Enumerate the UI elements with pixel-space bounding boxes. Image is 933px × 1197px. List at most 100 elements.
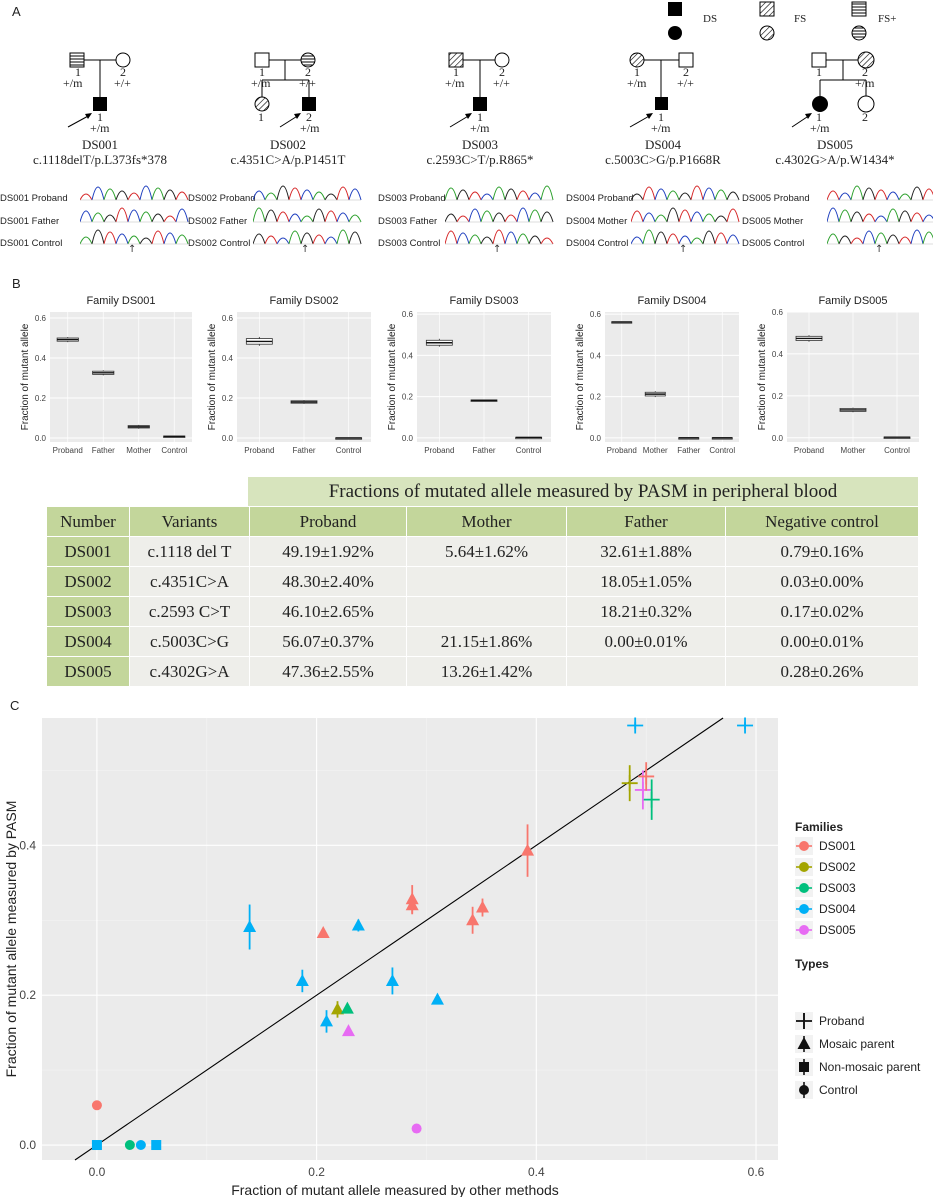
panel-a-label: A — [12, 4, 21, 19]
y-tick-label: 0.6 — [590, 310, 602, 319]
ds002-mother-num: 2 — [305, 65, 311, 79]
trace-label: DS001 Control — [0, 238, 63, 249]
trace-label: DS004 Mother — [566, 216, 628, 227]
table-row: DS005 c.4302G>A 47.36±2.55% 13.26±1.42% … — [46, 656, 919, 687]
y-tick-label: 0.6 — [772, 308, 784, 317]
legend-type-mosaic-parent: Mosaic parent — [795, 1035, 895, 1053]
ds004-title: DS004 c.5003C>G/p.P1668R — [605, 137, 721, 167]
point-ds004 — [295, 969, 309, 993]
y-tick-label: 0.2 — [35, 394, 47, 403]
pasm-table: Number Variants Proband Mother Father Ne… — [46, 506, 919, 687]
y-tick-label: 0.0 — [590, 434, 602, 443]
col-header-mother: Mother — [406, 506, 567, 537]
cell-variant: c.2593 C>T — [129, 596, 250, 627]
y-tick-label: 0.4 — [590, 351, 602, 360]
trace-label: DS002 Father — [188, 216, 248, 227]
legend-item-ds002: DS002 — [795, 858, 856, 876]
table-row: DS002 c.4351C>A 48.30±2.40% 18.05±1.05% … — [46, 566, 919, 597]
legend-types-title: Types — [795, 957, 829, 971]
y-tick-label: 0.0 — [402, 434, 414, 443]
cell-proband: 48.30±2.40% — [249, 566, 407, 597]
x-axis-label: Fraction of mutant allele measured by ot… — [231, 1182, 559, 1197]
boxplot-2: 0.0 0.2 0.4 0.6 Proband Father Control Family D… — [207, 295, 371, 455]
chromatogram-ds002: ↑ — [253, 185, 362, 252]
pedigree-ds002 — [254, 52, 316, 128]
cell-number: DS004 — [46, 626, 130, 657]
box-control — [883, 436, 911, 439]
point-ds005 — [411, 1123, 422, 1134]
point-ds004 — [351, 918, 365, 932]
ds001-proband-genotype: +/m — [90, 121, 110, 135]
y-tick-label: 0.2 — [590, 393, 602, 402]
chromatogram-ds005: ↑ — [827, 185, 933, 252]
cell-variant: c.4302G>A — [129, 656, 250, 687]
legend-type-control: Control — [795, 1081, 858, 1099]
cell-mother: 21.15±1.86% — [406, 626, 567, 657]
trace-label: DS001 Proband — [0, 193, 68, 204]
y-tick-label: 0.2 — [222, 394, 234, 403]
ds005-sibling-num: 2 — [862, 110, 868, 124]
ds005-mother-num: 2 — [862, 65, 868, 79]
ds004-father-num: 2 — [683, 65, 689, 79]
x-tick-label: Father — [472, 446, 495, 455]
ds001-mother-genotype: +/+ — [114, 76, 131, 90]
fsplus-circle-symbol — [851, 25, 867, 41]
x-tick-label: Control — [516, 446, 542, 455]
ds003-father-num: 1 — [453, 65, 459, 79]
col-header-number: Number — [46, 506, 130, 537]
point-ds004 — [151, 1140, 162, 1151]
pedigree-ds001 — [67, 52, 131, 128]
legend-fs-label: FS — [794, 13, 807, 25]
y-tick-label: 0.6 — [402, 310, 414, 319]
ds003-mother-num: 2 — [499, 65, 505, 79]
boxplot-4: 0.0 0.2 0.4 0.6 Proband Mother Father Control Fa… — [575, 295, 739, 455]
point-ds001 — [476, 898, 490, 917]
plot-background — [42, 718, 778, 1160]
identity-line — [74, 717, 724, 1161]
cell-variant: c.4351C>A — [129, 566, 250, 597]
point-ds003 — [340, 1001, 354, 1014]
svg-text:DS002: DS002 — [819, 860, 856, 874]
col-header-father: Father — [566, 506, 726, 537]
ds004-proband-genotype: +/m — [651, 121, 671, 135]
box-control — [515, 436, 543, 440]
trace-label: DS004 Proband — [566, 193, 634, 204]
pedigree-ds003 — [448, 52, 510, 128]
ds-circle-symbol — [668, 26, 682, 40]
boxplot-y-label: Fraction of mutant allele — [207, 323, 218, 430]
x-tick-label: Control — [709, 446, 735, 455]
ds002-proband-genotype: +/m — [300, 121, 320, 135]
y-tick-label: 0.4 — [772, 350, 784, 359]
cell-proband: 49.19±1.92% — [249, 536, 407, 567]
fs-square-symbol — [759, 1, 775, 17]
cell-number: DS001 — [46, 536, 130, 567]
ds001-father-num: 1 — [75, 65, 81, 79]
trace-label: DS002 Control — [188, 238, 251, 249]
point-ds004 — [627, 717, 644, 734]
x-tick-label: Father — [92, 446, 115, 455]
fs-circle-symbol — [759, 25, 775, 41]
point-ds002 — [621, 765, 638, 802]
ds001-father-genotype: +/m — [63, 76, 83, 90]
chromatogram-ds004: ↑ — [631, 185, 740, 252]
table-row: DS003 c.2593 C>T 46.10±2.65% 18.21±0.32%… — [46, 596, 919, 627]
ds005-title: DS005 c.4302G>A/p.W1434* — [775, 137, 895, 167]
x-tick-label: Proband — [424, 446, 454, 455]
boxplot-y-label: Fraction of mutant allele — [575, 323, 586, 430]
ds004-proband-num: 1 — [658, 110, 664, 124]
x-tick-label: Mother — [126, 446, 151, 455]
trace-label: DS005 Mother — [742, 216, 804, 227]
cell-mother: 5.64±1.62% — [406, 536, 567, 567]
ds002-title: DS002 c.4351C>A/p.P1451T — [230, 137, 346, 167]
svg-text:Mosaic parent: Mosaic parent — [819, 1037, 895, 1051]
point-ds004 — [135, 1140, 146, 1151]
cell-variant: c.1118 del T — [129, 536, 250, 567]
point-ds001 — [316, 926, 330, 939]
x-tick-label: Proband — [53, 446, 83, 455]
ds002-proband-num: 2 — [306, 110, 312, 124]
x-tick-label: 0.4 — [528, 1165, 545, 1179]
trace-label: DS005 Control — [742, 238, 805, 249]
table-header-row: Number Variants Proband Mother Father Ne… — [46, 506, 919, 537]
boxplot-title: Family DS002 — [269, 295, 338, 307]
box-father — [92, 370, 115, 376]
